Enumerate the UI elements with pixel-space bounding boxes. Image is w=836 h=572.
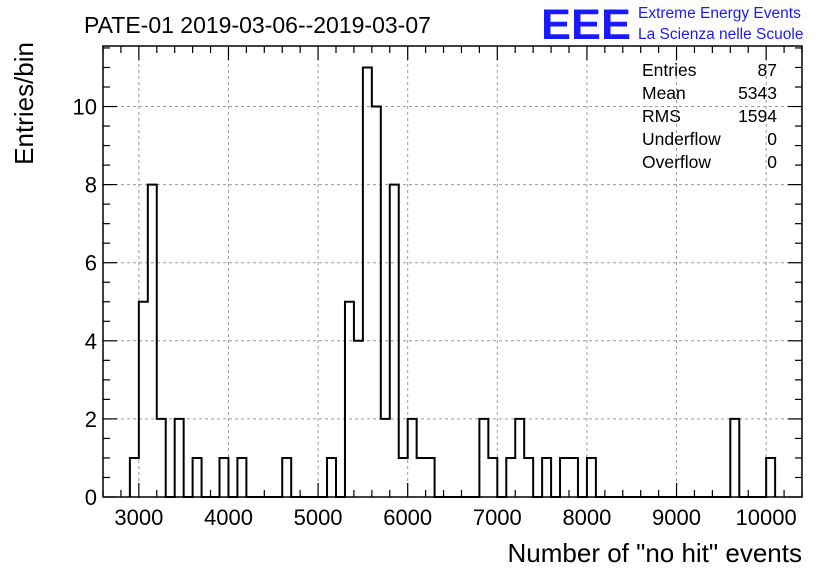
histogram-bin <box>327 458 336 497</box>
histogram-bin <box>220 458 229 497</box>
stats-value: 5343 <box>738 83 777 103</box>
logo-line2: La Scienza nelle Scuole <box>638 26 803 43</box>
histogram-bin <box>237 458 246 497</box>
histogram-bin <box>417 458 426 497</box>
chart-title: PATE-01 2019-03-06--2019-03-07 <box>84 12 431 38</box>
plot-frame <box>102 45 803 498</box>
logo-line1: Extreme Energy Events <box>638 5 801 22</box>
histogram-bin <box>479 419 488 497</box>
histogram-bin <box>408 419 417 497</box>
y-tick-label: 6 <box>85 251 97 276</box>
y-tick-label: 0 <box>85 485 97 510</box>
y-tick-label: 2 <box>85 407 97 432</box>
histogram-bin <box>506 458 515 497</box>
histogram-bin <box>345 302 354 497</box>
x-tick-label: 7000 <box>473 505 522 530</box>
stats-value: 0 <box>767 129 777 149</box>
stats-label: RMS <box>642 106 681 126</box>
histogram-bin <box>363 67 372 497</box>
x-axis-label: Number of "no hit" events <box>508 538 803 568</box>
stats-label: Entries <box>642 60 697 80</box>
stats-label: Underflow <box>642 129 721 149</box>
y-tick-label: 8 <box>85 173 97 198</box>
x-tick-label: 8000 <box>562 505 611 530</box>
histogram-bin <box>569 458 578 497</box>
histogram-bin <box>139 302 148 497</box>
histogram-bin <box>560 458 569 497</box>
tick-labels: 3000 4000 5000 6000 7000 8000 9000 10000 0 2 4 6 8 10 <box>73 95 797 530</box>
x-tick-label: 4000 <box>204 505 253 530</box>
axis-ticks <box>102 46 803 498</box>
histogram-bin <box>515 419 524 497</box>
y-axis-label: Entries/bin <box>9 42 39 165</box>
grid-lines <box>103 46 802 497</box>
histogram-bin <box>524 458 533 497</box>
histogram-bin <box>766 458 775 497</box>
y-tick-label: 10 <box>73 95 97 120</box>
histogram-bin <box>730 419 739 497</box>
stats-value: 0 <box>767 152 777 172</box>
x-tick-label: 9000 <box>652 505 701 530</box>
histogram-bin <box>488 458 497 497</box>
stats-label: Mean <box>642 83 686 103</box>
histogram-bin <box>542 458 551 497</box>
histogram-bin <box>372 107 381 497</box>
histogram-bin <box>399 458 408 497</box>
x-tick-label: 3000 <box>114 505 163 530</box>
stats-label: Overflow <box>642 152 711 172</box>
stats-box: Entries 87 Mean 5343 RMS 1594 Underflow 0 Overfl… <box>642 60 777 172</box>
histogram-bin <box>282 458 291 497</box>
eee-logo: EEE Extreme Energy Events La Scienza nel… <box>541 1 803 49</box>
stats-value: 87 <box>758 60 777 80</box>
histogram-bin <box>426 458 435 497</box>
logo-mark: EEE <box>541 1 631 49</box>
x-tick-label: 6000 <box>383 505 432 530</box>
histogram-bin <box>130 458 139 497</box>
histogram-bin <box>175 419 184 497</box>
y-tick-label: 4 <box>85 329 97 354</box>
histogram-bin <box>193 458 202 497</box>
histogram-bin <box>381 419 390 497</box>
stats-value: 1594 <box>738 106 777 126</box>
histogram-bin <box>587 458 596 497</box>
x-tick-label: 5000 <box>294 505 343 530</box>
histogram-bin <box>157 419 166 497</box>
x-tick-label: 10000 <box>736 505 797 530</box>
